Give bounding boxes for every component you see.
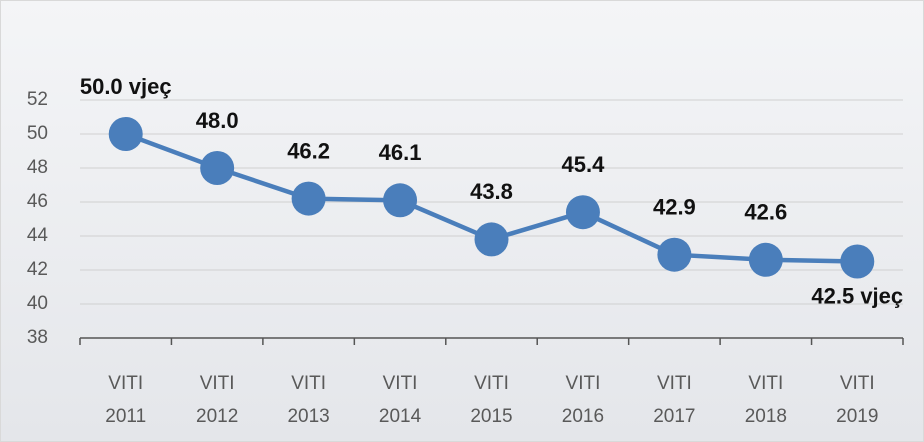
marker xyxy=(657,237,692,272)
y-tick-label: 52 xyxy=(27,89,48,110)
y-tick-label: 38 xyxy=(27,327,48,348)
value-label: 46.2 xyxy=(287,138,330,163)
marker xyxy=(383,183,418,218)
value-label: 46.1 xyxy=(379,140,422,165)
y-tick-label: 40 xyxy=(27,293,48,314)
x-tick-label: VITI 2018 xyxy=(745,373,787,427)
marker xyxy=(840,244,875,279)
x-tick-label: VITI 2012 xyxy=(196,373,238,427)
value-label: 50.0 vjeç xyxy=(80,74,172,99)
x-tick-label: VITI 2013 xyxy=(287,373,329,427)
value-label: 43.8 xyxy=(470,179,513,204)
value-label: 42.9 xyxy=(653,195,696,220)
marker xyxy=(108,117,143,151)
marker xyxy=(748,242,783,277)
x-tick-label: VITI 2016 xyxy=(562,373,604,427)
marker xyxy=(200,151,235,185)
y-tick-label: 42 xyxy=(27,259,48,280)
x-tick-label: VITI 2011 xyxy=(105,373,146,427)
value-label: 42.5 vjeç xyxy=(811,283,903,308)
value-label: 45.4 xyxy=(562,152,606,177)
y-tick-label: 48 xyxy=(27,157,48,178)
marker xyxy=(291,181,326,216)
value-label: 42.6 xyxy=(744,200,787,225)
x-tick-label: VITI 2017 xyxy=(653,373,695,427)
marker xyxy=(565,195,600,230)
x-tick-label: VITI 2019 xyxy=(836,373,878,427)
x-tick-label: VITI 2014 xyxy=(379,373,422,427)
y-tick-label: 46 xyxy=(27,191,48,212)
y-tick-label: 44 xyxy=(27,225,49,246)
marker xyxy=(474,222,509,257)
x-tick-label: VITI 2015 xyxy=(470,373,512,427)
y-tick-label: 50 xyxy=(27,123,48,144)
value-label: 48.0 xyxy=(196,108,239,133)
